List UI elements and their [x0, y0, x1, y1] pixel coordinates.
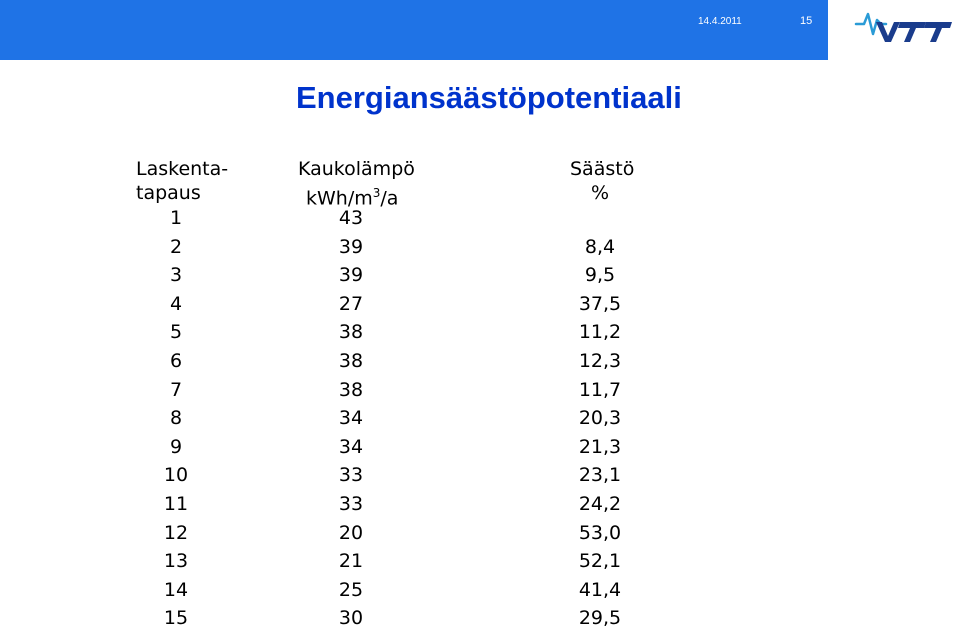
cell-heat: 38: [338, 349, 364, 372]
column-header-heat: Kaukolämpö kWh/m3/a: [298, 157, 415, 210]
cell-case: 10: [163, 464, 189, 487]
column-header-heat-unit: kWh/m: [306, 187, 373, 210]
cell-case: 2: [169, 235, 183, 258]
cell-saving: 29,5: [578, 607, 622, 630]
cell-case: 9: [169, 435, 183, 458]
cell-saving: 23,1: [578, 464, 622, 487]
column-header-case: Laskenta- tapaus: [136, 157, 228, 205]
table-body: 1 43 2 39 8,4 3 39 9,5 4 27 37,5 5 38: [120, 204, 660, 633]
cell-saving: 8,4: [584, 235, 616, 258]
cell-heat: 20: [338, 521, 364, 544]
cell-saving: 37,5: [578, 292, 622, 315]
table-row: 15 30 29,5: [120, 604, 660, 633]
table-row: 11 33 24,2: [120, 490, 660, 519]
slide-number: 15: [800, 15, 813, 27]
slide-date: 14.4.2011: [698, 16, 742, 27]
cell-case: 15: [163, 607, 189, 630]
column-header-heat-unit-suffix: /a: [380, 187, 399, 210]
cell-case: 3: [169, 264, 183, 287]
cell-case: 11: [163, 492, 189, 515]
table-row: 7 38 11,7: [120, 376, 660, 405]
cell-case: 6: [169, 349, 183, 372]
cell-saving: 11,7: [578, 378, 622, 401]
cell-case: 12: [163, 521, 189, 544]
column-header-saving: Säästö %: [570, 157, 635, 205]
table-row: 8 34 20,3: [120, 404, 660, 433]
cell-saving: 9,5: [584, 264, 616, 287]
column-header-case-line2: tapaus: [136, 182, 201, 204]
table-row: 1 43: [120, 204, 660, 233]
column-header-saving-line1: Säästö: [570, 158, 635, 180]
cell-saving: 24,2: [578, 492, 622, 515]
cell-saving: 20,3: [578, 407, 622, 430]
column-header-case-line1: Laskenta-: [136, 158, 229, 180]
cell-saving: 52,1: [578, 550, 622, 573]
cell-heat: 30: [338, 607, 364, 630]
cell-heat: 33: [338, 464, 364, 487]
table-row: 10 33 23,1: [120, 461, 660, 490]
cell-case: 14: [163, 578, 189, 601]
cell-case: 5: [169, 321, 183, 344]
cell-heat: 25: [338, 578, 364, 601]
cell-saving: 21,3: [578, 435, 622, 458]
cell-heat: 21: [338, 550, 364, 573]
header-bar: 14.4.2011 15: [0, 0, 960, 62]
cell-heat: 27: [338, 292, 364, 315]
cell-case: 7: [169, 378, 183, 401]
cell-saving: 12,3: [578, 349, 622, 372]
cell-heat: 33: [338, 492, 364, 515]
table-row: 3 39 9,5: [120, 261, 660, 290]
cell-heat: 39: [338, 264, 364, 287]
vtt-logo-icon: [854, 12, 952, 42]
cell-heat: 39: [338, 235, 364, 258]
column-header-heat-sup: 3: [372, 186, 381, 200]
cell-heat: 38: [338, 321, 364, 344]
cell-case: 4: [169, 292, 183, 315]
table-row: 9 34 21,3: [120, 433, 660, 462]
column-header-saving-line2: %: [590, 182, 610, 204]
cell-heat: 34: [338, 435, 364, 458]
table-row: 5 38 11,2: [120, 318, 660, 347]
cell-saving: 11,2: [578, 321, 622, 344]
cell-case: 13: [163, 550, 189, 573]
table-row: 14 25 41,4: [120, 576, 660, 605]
column-header-heat-line1: Kaukolämpö: [298, 158, 415, 180]
cell-heat: 38: [338, 378, 364, 401]
table-row: 6 38 12,3: [120, 347, 660, 376]
cell-heat: 34: [338, 407, 364, 430]
cell-case: 8: [169, 407, 183, 430]
column-header-heat-line2: kWh/m3/a: [298, 181, 415, 210]
table-row: 2 39 8,4: [120, 233, 660, 262]
page-title: Energiansäästöpotentiaali: [296, 80, 682, 115]
cell-heat: 43: [338, 207, 364, 229]
table-row: 12 20 53,0: [120, 519, 660, 548]
cell-saving: 41,4: [578, 578, 622, 601]
header-blue-band: 14.4.2011 15: [0, 0, 828, 60]
table-row: 13 21 52,1: [120, 547, 660, 576]
cell-case: 1: [169, 207, 183, 229]
vtt-logo: [836, 0, 960, 60]
data-table: Laskenta- tapaus Kaukolämpö kWh/m3/a Sää…: [120, 152, 660, 633]
table-row: 4 27 37,5: [120, 290, 660, 319]
cell-saving: 53,0: [578, 521, 622, 544]
